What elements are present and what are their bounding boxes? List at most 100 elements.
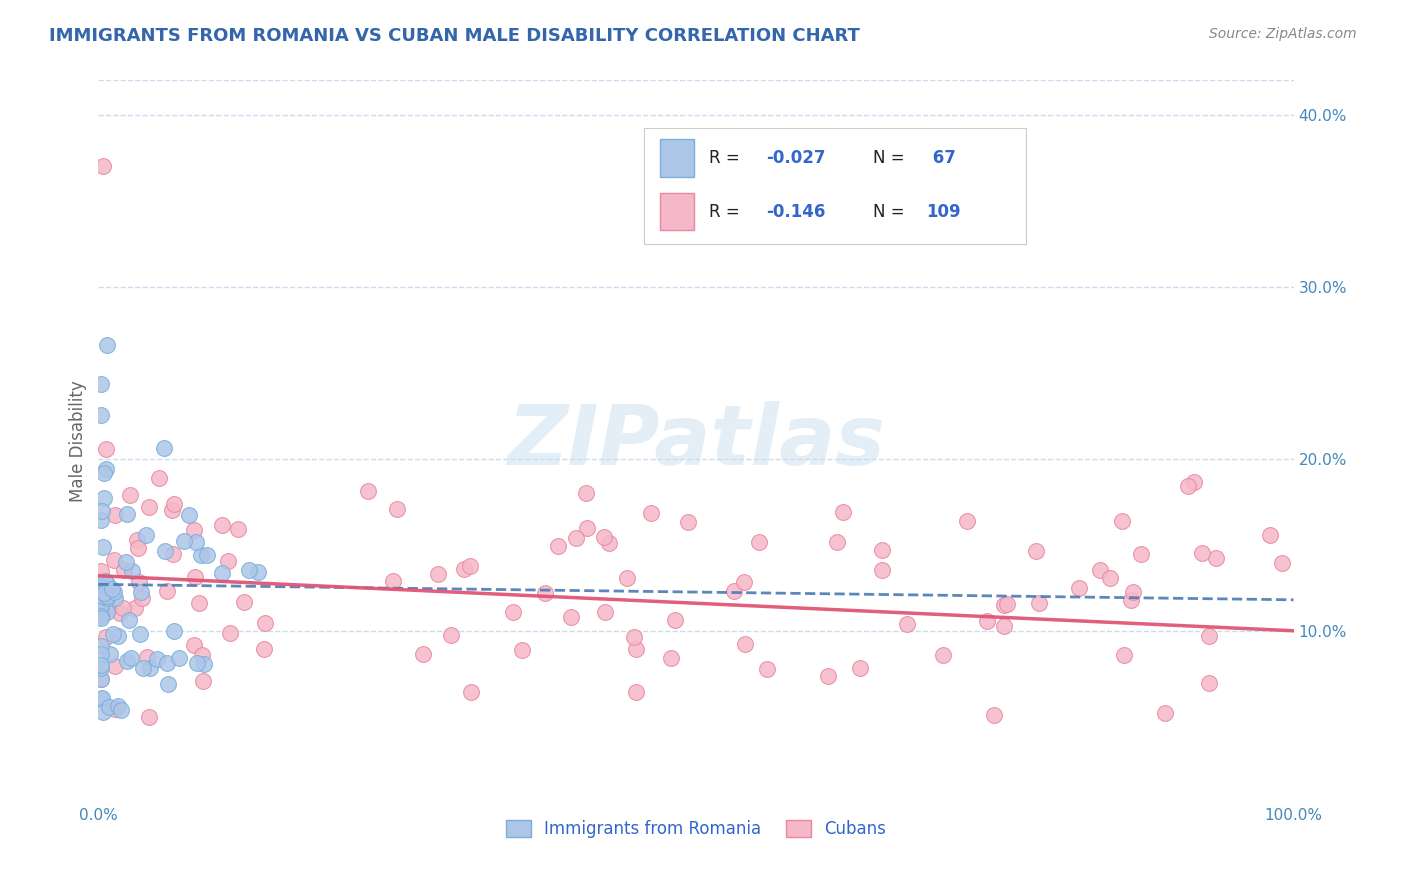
Point xyxy=(96,589,118,603)
Point xyxy=(661,651,683,665)
Point xyxy=(848,661,870,675)
Point xyxy=(93,467,115,481)
Text: -0.146: -0.146 xyxy=(766,202,825,220)
Point xyxy=(184,569,207,583)
Point xyxy=(124,600,146,615)
Text: 109: 109 xyxy=(927,202,962,220)
Point xyxy=(956,514,979,528)
Point xyxy=(96,442,118,456)
Point xyxy=(138,710,160,724)
Point xyxy=(112,563,135,577)
Text: N =: N = xyxy=(873,202,910,220)
Point xyxy=(1112,648,1135,662)
Point xyxy=(90,513,112,527)
Point xyxy=(382,574,405,588)
Point xyxy=(357,483,380,498)
Point xyxy=(139,661,162,675)
Point xyxy=(90,690,112,705)
Point xyxy=(96,576,118,591)
Point xyxy=(153,544,176,558)
Bar xyxy=(659,139,695,177)
Point xyxy=(118,614,141,628)
Point xyxy=(993,618,1015,632)
Point xyxy=(97,601,120,615)
Point xyxy=(193,657,215,672)
Point xyxy=(453,562,475,576)
Point xyxy=(90,692,112,706)
Point xyxy=(1198,675,1220,690)
Point xyxy=(90,564,112,578)
Point xyxy=(184,534,207,549)
Point xyxy=(211,566,233,580)
Point xyxy=(533,586,555,600)
Point xyxy=(155,656,177,670)
Point xyxy=(104,702,127,716)
Point xyxy=(427,566,450,581)
Point xyxy=(575,485,598,500)
Point xyxy=(502,605,524,619)
Point xyxy=(993,598,1015,612)
Point xyxy=(183,638,205,652)
Text: -0.027: -0.027 xyxy=(766,149,825,167)
Point xyxy=(90,408,112,422)
Point xyxy=(90,672,112,686)
Point xyxy=(510,643,533,657)
Point xyxy=(676,515,699,529)
Point xyxy=(560,610,582,624)
Text: IMMIGRANTS FROM ROMANIA VS CUBAN MALE DISABILITY CORRELATION CHART: IMMIGRANTS FROM ROMANIA VS CUBAN MALE DI… xyxy=(49,27,860,45)
Point xyxy=(107,698,129,713)
Point xyxy=(825,534,848,549)
Point xyxy=(598,535,620,549)
Point xyxy=(111,601,134,615)
Point xyxy=(1122,585,1144,599)
Point xyxy=(896,617,918,632)
Point xyxy=(226,522,249,536)
Point xyxy=(734,637,756,651)
Point xyxy=(623,630,645,644)
Point xyxy=(1025,543,1047,558)
Point xyxy=(1154,706,1177,720)
Point xyxy=(870,563,893,577)
Point xyxy=(723,584,745,599)
Point xyxy=(831,506,853,520)
Point xyxy=(547,539,569,553)
Point xyxy=(91,541,114,555)
Text: N =: N = xyxy=(873,149,910,167)
Point xyxy=(101,582,124,597)
Point xyxy=(90,607,112,621)
Point xyxy=(1182,475,1205,490)
Text: R =: R = xyxy=(709,202,745,220)
Point xyxy=(440,628,463,642)
Point xyxy=(211,517,233,532)
Point xyxy=(1258,527,1281,541)
Point xyxy=(127,541,149,556)
Point xyxy=(575,520,598,534)
Point xyxy=(153,441,176,455)
Point xyxy=(104,658,127,673)
Point xyxy=(104,591,127,606)
Point xyxy=(1205,551,1227,566)
Point xyxy=(90,661,112,675)
Point xyxy=(1119,592,1142,607)
Point xyxy=(173,534,195,549)
Point xyxy=(90,657,112,672)
Point xyxy=(162,503,184,517)
Bar xyxy=(659,193,695,230)
Point xyxy=(1177,479,1199,493)
Point xyxy=(191,648,214,662)
Text: Source: ZipAtlas.com: Source: ZipAtlas.com xyxy=(1209,27,1357,41)
Point xyxy=(101,627,124,641)
Point xyxy=(733,574,755,589)
Point xyxy=(183,523,205,537)
Point xyxy=(115,508,138,522)
Point xyxy=(412,648,434,662)
Point xyxy=(94,574,117,589)
Point xyxy=(253,642,276,657)
Point xyxy=(817,669,839,683)
Point xyxy=(162,547,184,561)
Point xyxy=(118,488,141,502)
Point xyxy=(90,574,112,589)
Point xyxy=(114,555,136,569)
Point xyxy=(190,549,212,563)
Y-axis label: Male Disability: Male Disability xyxy=(69,381,87,502)
